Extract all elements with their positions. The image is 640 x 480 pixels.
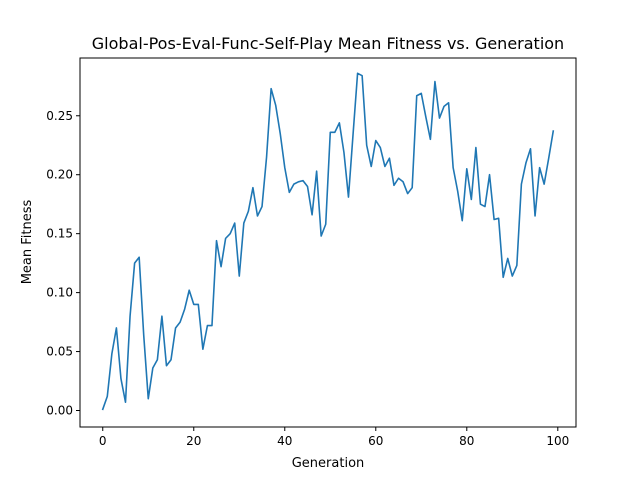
y-tick-label: 0.20: [46, 168, 73, 182]
y-tick-label: 0.00: [46, 403, 73, 417]
y-tick-label: 0.10: [46, 286, 73, 300]
y-tick-label: 0.15: [46, 227, 73, 241]
y-tick-label: 0.25: [46, 109, 73, 123]
x-tick-label: 100: [546, 434, 569, 448]
x-tick-label: 80: [459, 434, 474, 448]
x-tick-label: 20: [186, 434, 201, 448]
plot-frame: [79, 57, 577, 428]
x-axis-label: Generation: [292, 456, 365, 471]
chart-title: Global-Pos-Eval-Func-Self-Play Mean Fitn…: [92, 34, 564, 53]
y-tick-label: 0.05: [46, 345, 73, 359]
series-line-0: [101, 72, 555, 411]
x-tick-label: 60: [368, 434, 383, 448]
x-tick-label: 0: [99, 434, 107, 448]
y-axis-label: Mean Fitness: [20, 199, 35, 284]
x-tick-label: 40: [277, 434, 292, 448]
plot-area: 0 20 40 60 80 100 0.00 0.05 0.10 0.15 0.20 0.25: [46, 57, 577, 448]
